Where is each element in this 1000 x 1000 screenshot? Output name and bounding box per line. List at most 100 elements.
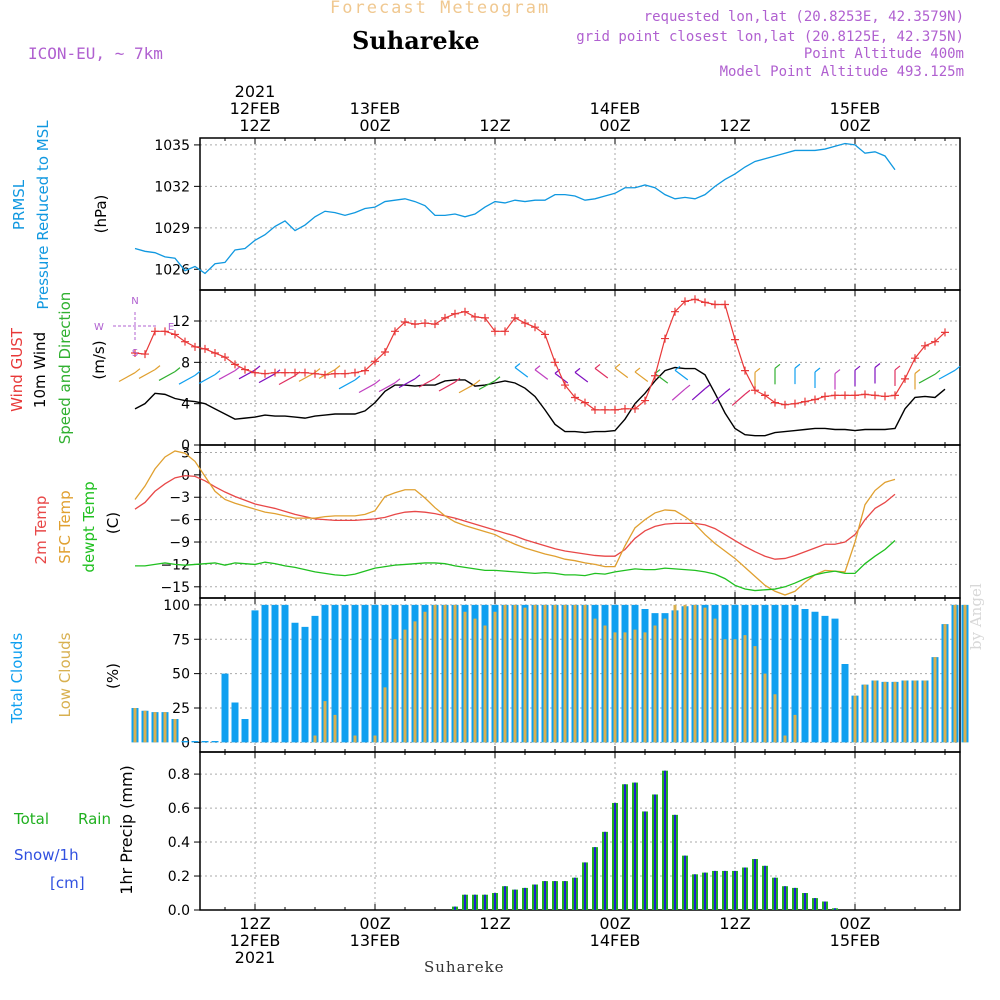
wind-gust-marker [251, 368, 259, 377]
precip-rain-bar [684, 855, 686, 910]
total-cloud-bar [841, 664, 849, 743]
low-cloud-bar [333, 714, 337, 743]
y-tick-label: −12 [160, 557, 190, 573]
low-cloud-bar [543, 604, 547, 743]
wind-barb-flag [374, 379, 381, 385]
wind-barb [918, 373, 936, 384]
low-cloud-bar [383, 687, 387, 743]
low-cloud-bar [653, 625, 657, 743]
precip-rain-bar [714, 870, 716, 910]
compass-arrows [113, 312, 157, 340]
precip-rain-bar [624, 784, 626, 910]
precip-rain-bar [724, 870, 726, 910]
precip-rain-bar [754, 859, 756, 910]
wind-gust-marker [441, 313, 449, 322]
wind-barb-flag [814, 367, 821, 373]
total-cloud-bar [211, 741, 219, 743]
compass-west-label: W [94, 322, 104, 333]
wind-gust-marker [291, 368, 299, 377]
wind-gust-marker [701, 298, 709, 307]
y-tick-label: 50 [172, 667, 190, 683]
low-cloud-bar [373, 735, 377, 743]
wind-gust-marker [651, 371, 659, 380]
y-tick-label: 0.2 [168, 869, 190, 885]
low-cloud-bar [463, 611, 467, 743]
wind-gust-marker [331, 369, 339, 378]
wind-gust-marker [641, 396, 649, 405]
wind-barb-flag [794, 363, 801, 369]
bottom-time-label: 00Z [839, 914, 870, 933]
wind-barb-flag [414, 374, 421, 380]
low-cloud-bar [883, 681, 887, 743]
requested-coordinates: requested lon,lat (20.8253E, 42.3579N) [643, 9, 964, 25]
wind-gust-marker [301, 368, 309, 377]
chart-header-title: Forecast Meteogram [330, 0, 551, 18]
wind-barb [478, 380, 496, 391]
wind-gust-marker [541, 330, 549, 339]
total-cloud-bar [341, 604, 349, 743]
low-cloud-bar [783, 735, 787, 743]
precip-rain-bar [704, 872, 706, 910]
bottom-time-label: 12Z [719, 914, 750, 933]
point-altitude: Point Altitude 400m [803, 46, 964, 62]
y-tick-label: −6 [169, 513, 190, 529]
precip-rain-bar [594, 847, 596, 910]
low-cloud-bar [583, 604, 587, 743]
wind-gust-marker [421, 319, 429, 328]
wind-gust-marker [561, 381, 569, 390]
wind-gust-marker [381, 348, 389, 356]
precip-rain-bar [794, 887, 796, 910]
wind-10m-label: 10m Wind [31, 332, 49, 408]
low-cloud-bar [593, 618, 597, 743]
low-cloud-bar [523, 607, 527, 743]
precip-rain-bar [564, 881, 566, 910]
wind-barb [534, 369, 549, 380]
bottom-time-label: 13FEB [350, 931, 401, 950]
panel-frame [199, 751, 961, 911]
temp-sfc-line [134, 450, 896, 596]
top-time-label: 00Z [839, 116, 870, 135]
wind-gust-marker [411, 320, 419, 329]
compass-east-label: E [168, 322, 174, 333]
precip-rain-bar [734, 870, 736, 910]
wind-gust-marker [791, 399, 799, 408]
wind-gust-marker [351, 368, 359, 377]
wind-gust-marker [321, 370, 329, 379]
side-label-snow: Snow/1h [14, 846, 79, 864]
wind-gust-marker [221, 353, 229, 362]
total-cloud-bar [371, 604, 379, 743]
wind-gust-marker [191, 342, 199, 351]
wind-gust-marker [811, 395, 819, 404]
wind-speed-direction-label: Speed and Direction [56, 292, 74, 445]
low-cloud-bar [563, 604, 567, 743]
wind-gust-marker [481, 313, 489, 322]
total-cloud-bar [801, 609, 809, 743]
bottom-time-label: 00Z [599, 914, 630, 933]
low-cloud-bar [873, 680, 877, 743]
wind-gust-marker [731, 335, 739, 344]
wind-barb [938, 369, 956, 380]
wind-gust-marker [871, 391, 879, 400]
low-cloud-bar [323, 701, 327, 743]
wind-gust-marker [801, 397, 809, 406]
precip-rain-bar [784, 886, 786, 910]
wind-gust-marker [391, 327, 399, 336]
precip-rain-bar [764, 865, 766, 910]
wind-gust-marker [401, 318, 409, 327]
precip-rain-bar [584, 862, 586, 910]
total-cloud-bar [201, 741, 209, 743]
wind-gust-marker [461, 307, 469, 316]
wind-gust-marker [581, 398, 589, 407]
y-tick-label: 0.8 [168, 767, 190, 783]
low-cloud-bar [913, 680, 917, 743]
low-cloud-bar [663, 618, 667, 743]
precip-rain-bar [664, 770, 666, 910]
wind-barb-flag [704, 384, 711, 390]
precip-rain-bar [474, 894, 476, 910]
wind-barb-flag [254, 365, 261, 371]
wind-gust-marker [361, 366, 369, 375]
wind-gust-marker [601, 405, 609, 414]
wind-barb-flag [754, 367, 761, 373]
wind-gust-marker [311, 369, 319, 378]
y-tick-label: −15 [160, 580, 190, 596]
